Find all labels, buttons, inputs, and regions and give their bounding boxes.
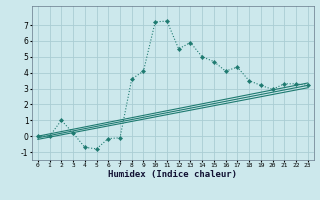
X-axis label: Humidex (Indice chaleur): Humidex (Indice chaleur)	[108, 170, 237, 179]
